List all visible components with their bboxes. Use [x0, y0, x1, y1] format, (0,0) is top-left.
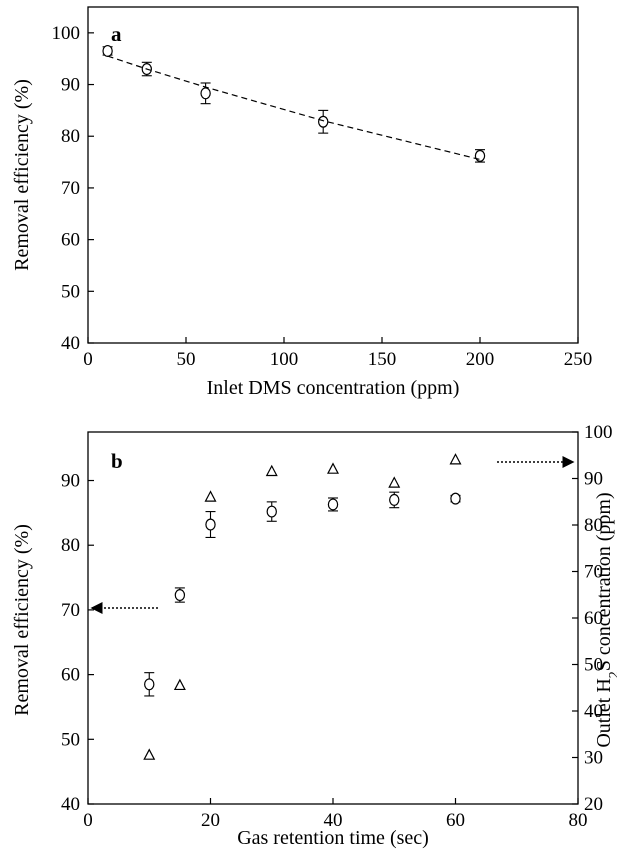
panel-a-x-axis-title: Inlet DMS concentration (ppm) [207, 377, 460, 399]
panel-b-y2-ticks: 20 30 40 50 60 70 80 90 100 [572, 422, 613, 815]
panel-b-circle-point [174, 589, 186, 602]
panel-b-y-ticks: 40 50 60 70 80 90 [61, 471, 94, 815]
panel-a-x-tick-label: 150 [368, 349, 397, 370]
panel-b-y-tick-label: 80 [61, 535, 80, 556]
panel-a-x-tick-label: 50 [177, 349, 196, 370]
panel-b-y2-axis-title: Outlet H2S concentration (ppm) [593, 492, 617, 747]
panel-a: a Inlet DMS concentration (ppm) Removal … [11, 6, 592, 399]
panel-b-circle-point [450, 492, 461, 505]
panel-b-triangle-point [173, 678, 186, 691]
panel-b-y2-tick-label: 80 [584, 515, 603, 536]
panel-b-circle-point [144, 678, 155, 691]
panel-a-y-tick-label: 40 [61, 333, 80, 354]
panel-b-x-tick-label: 60 [446, 810, 465, 831]
panel-a-circle-point [318, 115, 329, 128]
panel-b-circle-point [327, 498, 339, 511]
panel-a-x-tick-label: 100 [270, 349, 299, 370]
panel-a-circle-point [474, 149, 486, 162]
panel-b-plot-area [143, 453, 462, 760]
panel-b: b Gas retention time (sec) Removal effic… [11, 422, 617, 849]
panel-b-y2-tick-label: 100 [584, 422, 613, 443]
panel-a-y-axis-title: Removal efficiency (%) [11, 79, 33, 271]
panel-b-x-tick-label: 20 [201, 810, 220, 831]
panel-a-y-tick-label: 90 [61, 75, 80, 96]
panel-a-circle-point [200, 87, 211, 100]
panel-b-triangle-point [204, 490, 217, 502]
panel-b-x-tick-label: 80 [569, 810, 588, 831]
panel-b-y2-tick-label: 30 [584, 748, 603, 769]
panel-b-y-tick-label: 70 [61, 600, 80, 621]
panel-b-label: b [111, 449, 123, 473]
panel-a-y-tick-label: 50 [61, 281, 80, 302]
panel-b-circle-point [266, 505, 277, 518]
panel-b-triangle-point [449, 453, 462, 465]
panel-b-y2-tick-label: 90 [584, 469, 603, 490]
panel-b-y2-tick-label: 20 [584, 794, 603, 815]
panel-b-triangle-point [388, 476, 401, 488]
panel-b-y2-tick-label: 60 [584, 608, 603, 629]
panel-a-x-ticks: 0 50 100 150 200 250 [83, 337, 592, 370]
panel-a-x-tick-label: 0 [83, 349, 93, 370]
panel-a-plot-area [102, 44, 486, 163]
panel-b-triangle-point [327, 462, 339, 474]
panel-a-label: a [111, 22, 122, 46]
panel-a-y-tick-label: 70 [61, 178, 80, 199]
panel-b-y2-tick-label: 50 [584, 655, 603, 676]
panel-a-y-tick-label: 60 [61, 230, 80, 251]
panel-b-circle-point [389, 493, 400, 506]
panel-a-y-tick-label: 100 [52, 23, 81, 44]
panel-b-y2-tick-label: 70 [584, 562, 603, 583]
panel-b-frame [87, 431, 579, 805]
panel-a-x-tick-label: 200 [466, 349, 495, 370]
panel-b-y-tick-label: 40 [61, 794, 80, 815]
panel-b-x-tick-label: 40 [324, 810, 343, 831]
panel-a-y-tick-label: 80 [61, 126, 80, 147]
panel-b-y-axis-title: Removal efficiency (%) [11, 524, 33, 716]
panel-b-x-ticks: 0 20 40 60 80 [83, 798, 588, 831]
panel-b-x-tick-label: 0 [83, 810, 93, 831]
panel-b-circle-point [205, 518, 216, 531]
panel-a-frame [87, 6, 579, 344]
panel-b-y-tick-label: 90 [61, 471, 80, 492]
panel-a-trend-line [107, 55, 481, 161]
panel-b-y2-tick-label: 40 [584, 701, 603, 722]
panel-b-y-tick-label: 50 [61, 729, 80, 750]
panel-a-circle-point [102, 44, 113, 57]
panel-b-y-tick-label: 60 [61, 665, 80, 686]
panel-b-triangle-point [265, 464, 278, 477]
panel-b-triangle-point [143, 748, 156, 760]
panel-b-x-axis-title: Gas retention time (sec) [237, 827, 429, 849]
panel-a-y-ticks: 40 50 60 70 80 90 100 [52, 23, 94, 354]
panel-a-x-tick-label: 250 [564, 349, 593, 370]
